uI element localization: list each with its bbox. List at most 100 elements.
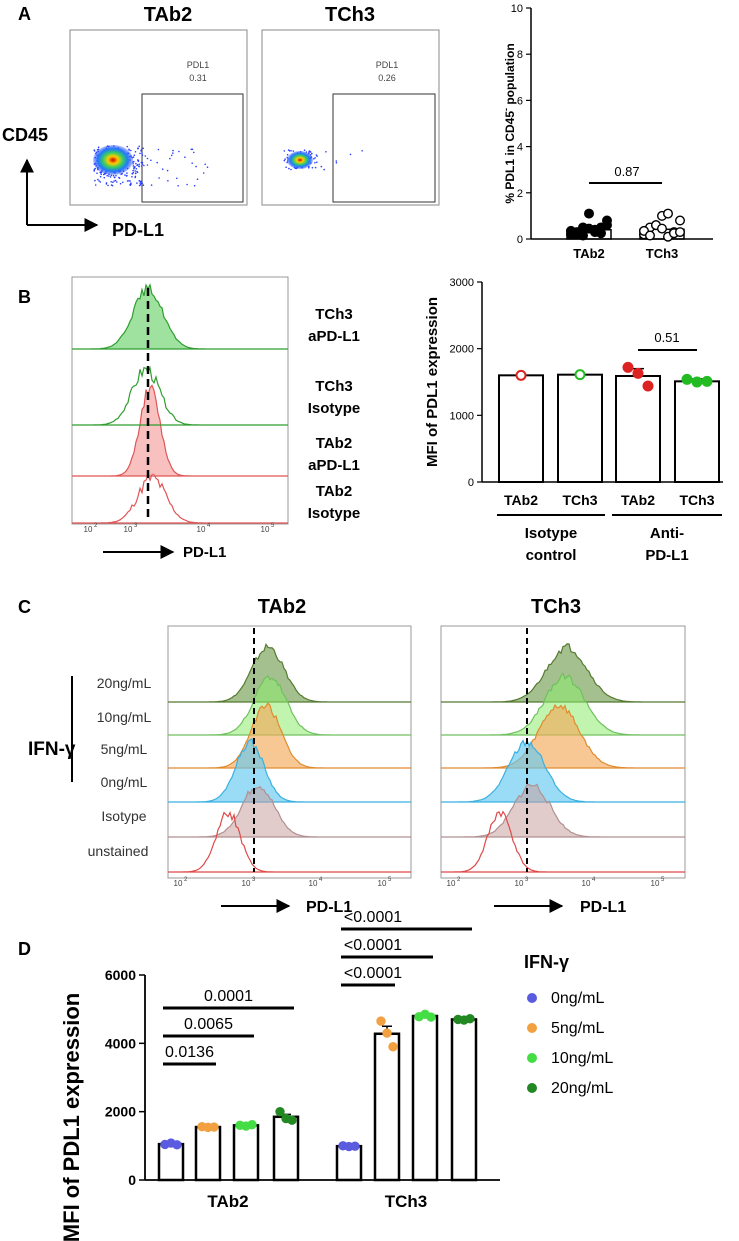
log-tick-exponent: 4 <box>207 523 211 529</box>
y-tick-label: 6 <box>517 95 523 107</box>
event-dot <box>156 161 158 164</box>
event-dot <box>132 163 134 165</box>
y-tick-label: 4000 <box>105 1035 136 1051</box>
legend-label: 0ng/mL <box>551 990 604 1007</box>
x-tick-label: TCh3 <box>646 246 679 261</box>
event-dot <box>315 154 318 156</box>
p-value-label: <0.0001 <box>344 965 402 982</box>
p-value-label: 0.0065 <box>184 1016 233 1033</box>
event-dot <box>137 147 139 150</box>
event-dot <box>136 182 138 184</box>
x-group-label: TCh3 <box>385 1192 428 1211</box>
panel-c: C TAb2 TCh3 IFN-γ 20ng/mL 10ng/mL 5ng/mL… <box>18 596 686 916</box>
event-dot <box>195 165 197 168</box>
p-value-label: 0.0136 <box>165 1044 214 1061</box>
event-dot <box>290 150 292 152</box>
legend-title: IFN-γ <box>524 952 569 972</box>
event-dot <box>132 169 134 172</box>
log-tick-exponent: 4 <box>592 877 596 883</box>
panel-d: D 0 2000 4000 6000 MFI of PDL1 expression TAb… <box>18 909 613 1241</box>
y-tick-label: 4 <box>517 142 523 154</box>
event-dot <box>309 150 311 153</box>
data-point <box>701 375 713 387</box>
y-tick-label: 8 <box>517 49 523 61</box>
bar <box>557 373 603 483</box>
log-tick-exponent: 2 <box>457 877 461 883</box>
gate-value-tch3: 0.26 <box>378 73 396 83</box>
log-tick-base: 10 <box>447 879 456 888</box>
event-dot <box>150 159 152 162</box>
flow-plot-tch3-frame <box>261 29 440 206</box>
panel-b: B 10 2 10 3 10 4 10 5 PD-L1 TCh3 aPD-L1 TCh3 Is… <box>18 276 723 564</box>
group-b-anti-line1: Anti- <box>650 525 684 542</box>
event-dot <box>311 152 313 155</box>
event-dot <box>311 166 314 169</box>
event-dot <box>178 150 180 153</box>
event-dot <box>140 161 143 164</box>
log-tick-base: 10 <box>651 879 660 888</box>
event-dot <box>320 165 323 168</box>
gate-label-tab2: PDL1 <box>187 60 210 70</box>
event-dot <box>141 152 143 154</box>
event-dot <box>100 173 102 176</box>
log-tick-base: 10 <box>124 525 133 534</box>
event-dot <box>136 159 139 161</box>
event-dot <box>288 167 290 170</box>
event-dot <box>146 157 149 160</box>
event-dot <box>130 149 132 152</box>
gate-value-tab2: 0.31 <box>189 73 207 83</box>
flow-title-tab2: TAb2 <box>144 4 193 26</box>
event-dot <box>176 177 178 180</box>
event-dot <box>138 179 141 182</box>
x-tick-label: TAb2 <box>573 246 605 261</box>
event-dot <box>128 149 130 151</box>
event-dot <box>134 176 136 179</box>
event-dot <box>144 155 147 157</box>
legend-b-3-line1: TAb2 <box>316 435 352 452</box>
hist-c-ticks: 10 2 10 3 10 4 10 5 10 2 10 3 10 4 10 5 <box>174 877 665 888</box>
gate-label-tch3: PDL1 <box>376 60 399 70</box>
legend-swatch <box>527 1023 537 1033</box>
event-dot <box>102 173 105 176</box>
y-tick-label: 3000 <box>450 277 474 289</box>
event-dot <box>124 174 126 176</box>
histogram-b-axis-label: PD-L1 <box>183 544 226 561</box>
event-dot <box>184 156 186 158</box>
bar <box>411 1014 439 1182</box>
row-label-unstained: unstained <box>88 843 149 859</box>
data-point <box>691 376 703 388</box>
legend-b-2-line2: Isotype <box>308 400 361 417</box>
legend-swatch <box>527 993 537 1003</box>
event-dot <box>190 148 193 151</box>
event-dot <box>110 184 113 186</box>
log-tick-base: 10 <box>309 879 318 888</box>
y-tick-label: 2000 <box>450 344 474 356</box>
event-dot <box>158 177 160 179</box>
bar <box>194 1125 222 1182</box>
event-dot <box>108 175 110 177</box>
event-dot <box>150 184 153 186</box>
event-dot <box>97 146 100 148</box>
event-dot <box>138 163 141 166</box>
data-point <box>376 1016 386 1026</box>
hist-c-title-tch3: TCh3 <box>531 596 581 618</box>
event-dot <box>131 172 134 175</box>
p-value-label: 0.0001 <box>204 988 253 1005</box>
y-axis-label-superscript: - <box>501 108 511 111</box>
event-dot <box>172 149 174 152</box>
data-point <box>584 208 595 219</box>
row-label-5: 5ng/mL <box>101 741 148 757</box>
event-dot <box>141 182 144 184</box>
event-dot <box>98 180 100 182</box>
event-dot <box>93 150 96 152</box>
panel-a: A TAb2 TCh3 PDL1 0.31 PDL1 0.26 CD45 PD-… <box>2 3 713 261</box>
event-dot <box>135 162 137 165</box>
data-point <box>172 1140 182 1150</box>
event-dot <box>308 151 310 154</box>
event-dot <box>186 183 188 186</box>
event-dot <box>316 161 318 163</box>
x-tick-label: TCh3 <box>563 492 598 508</box>
event-dot <box>314 162 316 164</box>
event-dot <box>128 180 130 182</box>
data-point <box>382 1028 392 1038</box>
